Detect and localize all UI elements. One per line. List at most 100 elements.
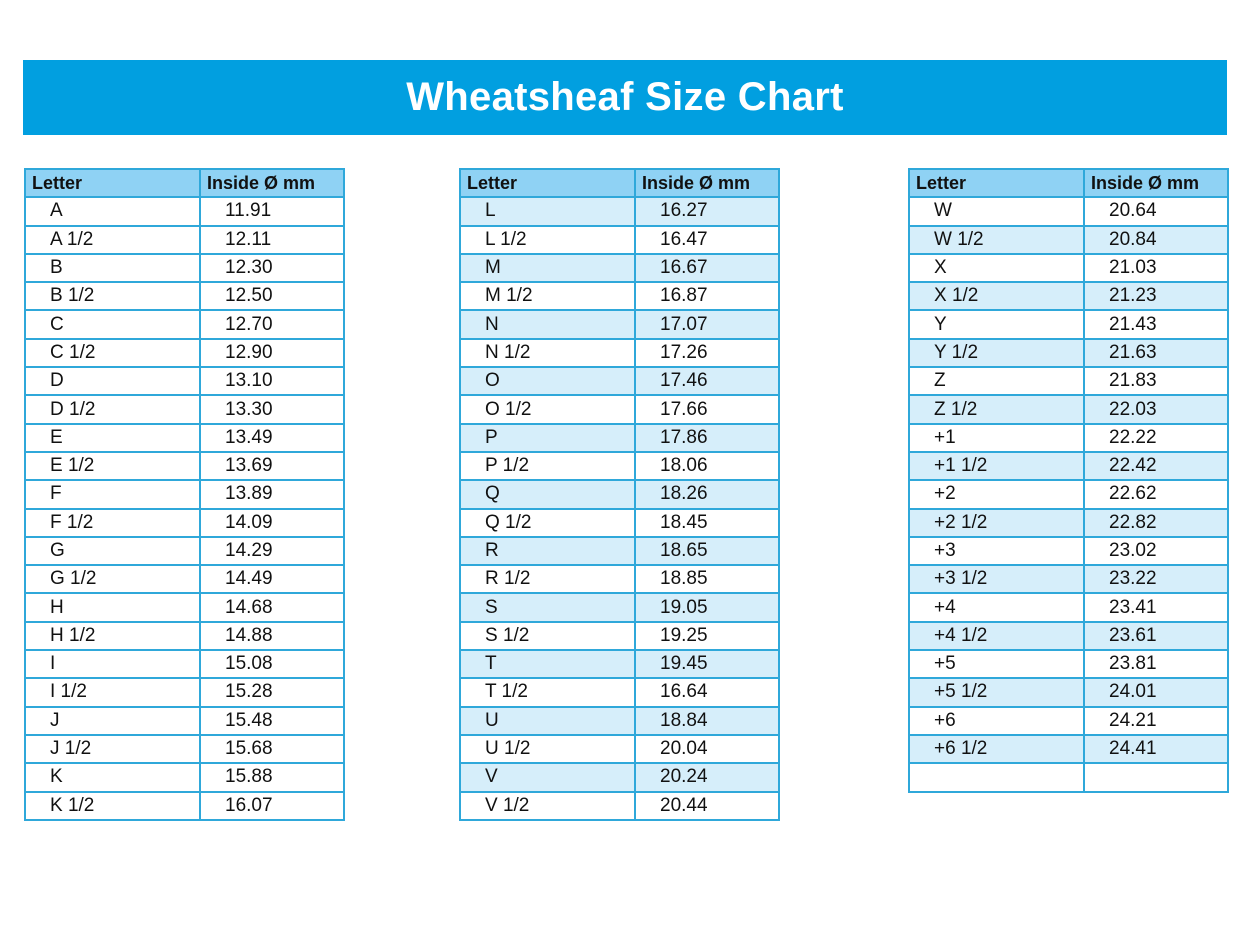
inside-diameter-cell: 15.28 bbox=[199, 677, 345, 708]
inside-diameter-cell: 12.50 bbox=[199, 281, 345, 312]
letter-size-cell: Z 1/2 bbox=[908, 394, 1085, 425]
inside-diameter-cell: 20.44 bbox=[634, 790, 780, 821]
inside-diameter-cell: 22.42 bbox=[1083, 450, 1229, 482]
inside-diameter-cell: 16.67 bbox=[634, 252, 780, 284]
letter-size-cell: +3 bbox=[908, 535, 1085, 567]
letter-size-cell: J bbox=[24, 705, 201, 736]
table-row: C 1/2 12.90 bbox=[24, 337, 345, 369]
letter-size-cell: I bbox=[24, 649, 201, 680]
table-row: G 1/2 14.49 bbox=[24, 564, 345, 595]
letter-size-cell: R bbox=[459, 535, 636, 567]
table-row: P 1/2 18.06 bbox=[459, 450, 780, 482]
inside-diameter-cell: 13.69 bbox=[199, 450, 345, 482]
letter-size-cell: +1 bbox=[908, 422, 1085, 453]
inside-diameter-cell: 18.84 bbox=[634, 705, 780, 736]
table-header-row: Letter Inside Ø mm bbox=[459, 167, 780, 199]
table-row: +4 23.41 bbox=[908, 592, 1229, 623]
inside-diameter-cell: 17.46 bbox=[634, 366, 780, 397]
letter-size-cell: Y bbox=[908, 309, 1085, 340]
letter-size-cell: A 1/2 bbox=[24, 224, 201, 255]
letter-size-cell: +3 1/2 bbox=[908, 564, 1085, 595]
size-table-2: Letter Inside Ø mm L 16.27 L 1/2 16.47 M 16.6… bbox=[459, 167, 780, 821]
inside-diameter-cell: 23.61 bbox=[1083, 620, 1229, 652]
size-table-1: Letter Inside Ø mm A 11.91 A 1/2 12.11 B 12.3… bbox=[24, 167, 345, 821]
table-row: V 1/2 20.44 bbox=[459, 790, 780, 821]
inside-diameter-cell: 17.66 bbox=[634, 394, 780, 425]
inside-diameter-cell: 14.68 bbox=[199, 592, 345, 623]
table-row: Q 1/2 18.45 bbox=[459, 507, 780, 538]
table-row: +5 1/2 24.01 bbox=[908, 677, 1229, 708]
letter-size-cell: Q bbox=[459, 479, 636, 510]
letter-size-cell: W bbox=[908, 196, 1085, 227]
inside-diameter-cell: 20.64 bbox=[1083, 196, 1229, 227]
letter-size-cell: +6 1/2 bbox=[908, 733, 1085, 765]
letter-size-cell: A bbox=[24, 196, 201, 227]
inside-diameter-cell: 11.91 bbox=[199, 196, 345, 227]
letter-size-cell: W 1/2 bbox=[908, 224, 1085, 255]
table-row: P 17.86 bbox=[459, 422, 780, 453]
letter-size-cell: D 1/2 bbox=[24, 394, 201, 425]
table-row: S 1/2 19.25 bbox=[459, 620, 780, 652]
inside-diameter-cell: 22.62 bbox=[1083, 479, 1229, 510]
letter-size-cell: X 1/2 bbox=[908, 281, 1085, 312]
inside-diameter-cell: 18.06 bbox=[634, 450, 780, 482]
column-header-letter: Letter bbox=[459, 167, 636, 199]
table-row: A 1/2 12.11 bbox=[24, 224, 345, 255]
letter-size-cell: Q 1/2 bbox=[459, 507, 636, 538]
letter-size-cell bbox=[908, 762, 1085, 793]
column-header-letter: Letter bbox=[24, 167, 201, 199]
letter-size-cell: V 1/2 bbox=[459, 790, 636, 821]
letter-size-cell: V bbox=[459, 762, 636, 793]
inside-diameter-cell: 16.47 bbox=[634, 224, 780, 255]
letter-size-cell: +6 bbox=[908, 705, 1085, 736]
letter-size-cell: O 1/2 bbox=[459, 394, 636, 425]
inside-diameter-cell: 16.87 bbox=[634, 281, 780, 312]
table-row: K 1/2 16.07 bbox=[24, 790, 345, 821]
inside-diameter-cell: 20.24 bbox=[634, 762, 780, 793]
inside-diameter-cell: 13.30 bbox=[199, 394, 345, 425]
inside-diameter-cell: 18.45 bbox=[634, 507, 780, 538]
table-row: L 16.27 bbox=[459, 196, 780, 227]
letter-size-cell: Y 1/2 bbox=[908, 337, 1085, 369]
table-row: J 15.48 bbox=[24, 705, 345, 736]
letter-size-cell: P 1/2 bbox=[459, 450, 636, 482]
table-row: T 19.45 bbox=[459, 649, 780, 680]
inside-diameter-cell: 12.70 bbox=[199, 309, 345, 340]
letter-size-cell: +4 bbox=[908, 592, 1085, 623]
inside-diameter-cell: 20.04 bbox=[634, 733, 780, 765]
table-row: Z 1/2 22.03 bbox=[908, 394, 1229, 425]
inside-diameter-cell: 16.27 bbox=[634, 196, 780, 227]
letter-size-cell: L bbox=[459, 196, 636, 227]
table-row: I 1/2 15.28 bbox=[24, 677, 345, 708]
inside-diameter-cell: 12.11 bbox=[199, 224, 345, 255]
table-row: H 1/2 14.88 bbox=[24, 620, 345, 652]
column-header-inside-diameter: Inside Ø mm bbox=[634, 167, 780, 199]
table-row: +1 1/2 22.42 bbox=[908, 450, 1229, 482]
letter-size-cell: B 1/2 bbox=[24, 281, 201, 312]
table-row: W 20.64 bbox=[908, 196, 1229, 227]
letter-size-cell: M bbox=[459, 252, 636, 284]
inside-diameter-cell: 14.29 bbox=[199, 535, 345, 567]
letter-size-cell: R 1/2 bbox=[459, 564, 636, 595]
table-row: M 1/2 16.87 bbox=[459, 281, 780, 312]
letter-size-cell: T bbox=[459, 649, 636, 680]
table-row: N 1/2 17.26 bbox=[459, 337, 780, 369]
inside-diameter-cell: 21.23 bbox=[1083, 281, 1229, 312]
table-row: +2 1/2 22.82 bbox=[908, 507, 1229, 538]
table-row: D 13.10 bbox=[24, 366, 345, 397]
letter-size-cell: +2 bbox=[908, 479, 1085, 510]
letter-size-cell: M 1/2 bbox=[459, 281, 636, 312]
table-row: B 1/2 12.50 bbox=[24, 281, 345, 312]
inside-diameter-cell: 14.49 bbox=[199, 564, 345, 595]
table-row: +5 23.81 bbox=[908, 649, 1229, 680]
letter-size-cell: J 1/2 bbox=[24, 733, 201, 765]
table-row: Z 21.83 bbox=[908, 366, 1229, 397]
table-row: E 1/2 13.69 bbox=[24, 450, 345, 482]
inside-diameter-cell: 18.65 bbox=[634, 535, 780, 567]
table-row: +3 1/2 23.22 bbox=[908, 564, 1229, 595]
letter-size-cell: B bbox=[24, 252, 201, 284]
letter-size-cell: F bbox=[24, 479, 201, 510]
table-row: B 12.30 bbox=[24, 252, 345, 284]
letter-size-cell: +2 1/2 bbox=[908, 507, 1085, 538]
inside-diameter-cell: 24.21 bbox=[1083, 705, 1229, 736]
